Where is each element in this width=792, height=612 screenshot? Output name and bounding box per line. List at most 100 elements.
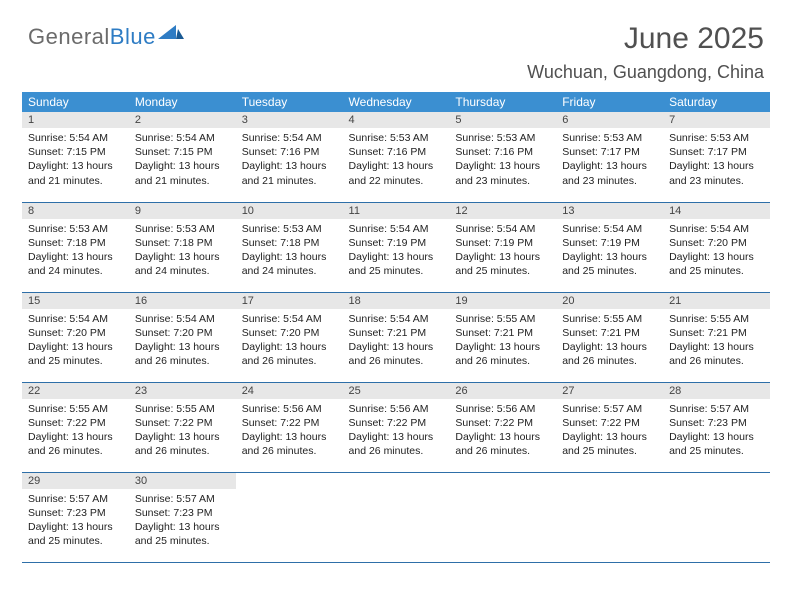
calendar-cell: 14Sunrise: 5:54 AMSunset: 7:20 PMDayligh…	[663, 202, 770, 292]
logo-text-blue: Blue	[110, 24, 156, 49]
weekday-header: Tuesday	[236, 92, 343, 112]
daylight-line: Daylight: 13 hours and 22 minutes.	[349, 159, 444, 187]
sunset-line: Sunset: 7:21 PM	[455, 326, 550, 340]
calendar-cell: 1Sunrise: 5:54 AMSunset: 7:15 PMDaylight…	[22, 112, 129, 202]
daylight-line: Daylight: 13 hours and 23 minutes.	[455, 159, 550, 187]
sunset-line: Sunset: 7:15 PM	[135, 145, 230, 159]
sunset-line: Sunset: 7:19 PM	[562, 236, 657, 250]
calendar-row: 8Sunrise: 5:53 AMSunset: 7:18 PMDaylight…	[22, 202, 770, 292]
daylight-line: Daylight: 13 hours and 26 minutes.	[135, 430, 230, 458]
calendar-cell	[663, 472, 770, 562]
day-number: 15	[22, 293, 129, 309]
daylight-line: Daylight: 13 hours and 23 minutes.	[562, 159, 657, 187]
day-number: 17	[236, 293, 343, 309]
calendar-cell: 18Sunrise: 5:54 AMSunset: 7:21 PMDayligh…	[343, 292, 450, 382]
sunset-line: Sunset: 7:17 PM	[562, 145, 657, 159]
day-info: Sunrise: 5:54 AMSunset: 7:15 PMDaylight:…	[129, 128, 236, 192]
sunrise-line: Sunrise: 5:54 AM	[242, 312, 337, 326]
day-number: 4	[343, 112, 450, 128]
calendar-cell: 30Sunrise: 5:57 AMSunset: 7:23 PMDayligh…	[129, 472, 236, 562]
day-number: 20	[556, 293, 663, 309]
daylight-line: Daylight: 13 hours and 26 minutes.	[349, 430, 444, 458]
day-info: Sunrise: 5:53 AMSunset: 7:18 PMDaylight:…	[236, 219, 343, 283]
calendar-cell: 19Sunrise: 5:55 AMSunset: 7:21 PMDayligh…	[449, 292, 556, 382]
day-info: Sunrise: 5:54 AMSunset: 7:16 PMDaylight:…	[236, 128, 343, 192]
sunrise-line: Sunrise: 5:57 AM	[669, 402, 764, 416]
day-info: Sunrise: 5:54 AMSunset: 7:15 PMDaylight:…	[22, 128, 129, 192]
daylight-line: Daylight: 13 hours and 25 minutes.	[669, 250, 764, 278]
calendar-cell: 17Sunrise: 5:54 AMSunset: 7:20 PMDayligh…	[236, 292, 343, 382]
sunset-line: Sunset: 7:17 PM	[669, 145, 764, 159]
sunrise-line: Sunrise: 5:57 AM	[562, 402, 657, 416]
calendar-row: 22Sunrise: 5:55 AMSunset: 7:22 PMDayligh…	[22, 382, 770, 472]
calendar-cell: 28Sunrise: 5:57 AMSunset: 7:23 PMDayligh…	[663, 382, 770, 472]
sunset-line: Sunset: 7:16 PM	[455, 145, 550, 159]
sunrise-line: Sunrise: 5:56 AM	[349, 402, 444, 416]
weekday-header: Monday	[129, 92, 236, 112]
sunrise-line: Sunrise: 5:55 AM	[135, 402, 230, 416]
sunrise-line: Sunrise: 5:54 AM	[135, 131, 230, 145]
day-number: 3	[236, 112, 343, 128]
logo-text-gray: General	[28, 24, 110, 49]
sunrise-line: Sunrise: 5:54 AM	[135, 312, 230, 326]
sunset-line: Sunset: 7:20 PM	[28, 326, 123, 340]
daylight-line: Daylight: 13 hours and 26 minutes.	[349, 340, 444, 368]
calendar-table: Sunday Monday Tuesday Wednesday Thursday…	[22, 92, 770, 563]
sunrise-line: Sunrise: 5:54 AM	[455, 222, 550, 236]
daylight-line: Daylight: 13 hours and 25 minutes.	[669, 430, 764, 458]
day-info: Sunrise: 5:53 AMSunset: 7:18 PMDaylight:…	[129, 219, 236, 283]
calendar-cell	[343, 472, 450, 562]
daylight-line: Daylight: 13 hours and 26 minutes.	[28, 430, 123, 458]
sunrise-line: Sunrise: 5:55 AM	[669, 312, 764, 326]
day-number: 12	[449, 203, 556, 219]
day-number: 13	[556, 203, 663, 219]
calendar-cell: 15Sunrise: 5:54 AMSunset: 7:20 PMDayligh…	[22, 292, 129, 382]
day-info: Sunrise: 5:56 AMSunset: 7:22 PMDaylight:…	[449, 399, 556, 463]
calendar-cell	[236, 472, 343, 562]
daylight-line: Daylight: 13 hours and 24 minutes.	[28, 250, 123, 278]
calendar-cell: 6Sunrise: 5:53 AMSunset: 7:17 PMDaylight…	[556, 112, 663, 202]
day-info: Sunrise: 5:54 AMSunset: 7:20 PMDaylight:…	[129, 309, 236, 373]
sunset-line: Sunset: 7:18 PM	[28, 236, 123, 250]
logo-text: GeneralBlue	[28, 24, 156, 50]
weekday-header: Friday	[556, 92, 663, 112]
sunset-line: Sunset: 7:23 PM	[669, 416, 764, 430]
day-info: Sunrise: 5:55 AMSunset: 7:21 PMDaylight:…	[663, 309, 770, 373]
daylight-line: Daylight: 13 hours and 26 minutes.	[242, 430, 337, 458]
sunrise-line: Sunrise: 5:57 AM	[135, 492, 230, 506]
sunset-line: Sunset: 7:19 PM	[455, 236, 550, 250]
daylight-line: Daylight: 13 hours and 21 minutes.	[28, 159, 123, 187]
calendar-cell: 5Sunrise: 5:53 AMSunset: 7:16 PMDaylight…	[449, 112, 556, 202]
sunset-line: Sunset: 7:20 PM	[669, 236, 764, 250]
sunset-line: Sunset: 7:21 PM	[562, 326, 657, 340]
page-title: June 2025	[624, 22, 764, 56]
day-number: 29	[22, 473, 129, 489]
sunrise-line: Sunrise: 5:55 AM	[562, 312, 657, 326]
sunset-line: Sunset: 7:16 PM	[349, 145, 444, 159]
day-number: 8	[22, 203, 129, 219]
logo-triangle-icon	[158, 23, 184, 44]
calendar-cell: 24Sunrise: 5:56 AMSunset: 7:22 PMDayligh…	[236, 382, 343, 472]
daylight-line: Daylight: 13 hours and 24 minutes.	[242, 250, 337, 278]
weekday-header: Wednesday	[343, 92, 450, 112]
calendar-cell: 10Sunrise: 5:53 AMSunset: 7:18 PMDayligh…	[236, 202, 343, 292]
daylight-line: Daylight: 13 hours and 26 minutes.	[455, 430, 550, 458]
day-info: Sunrise: 5:54 AMSunset: 7:19 PMDaylight:…	[449, 219, 556, 283]
calendar-cell	[556, 472, 663, 562]
sunset-line: Sunset: 7:22 PM	[242, 416, 337, 430]
day-number: 11	[343, 203, 450, 219]
calendar-cell: 11Sunrise: 5:54 AMSunset: 7:19 PMDayligh…	[343, 202, 450, 292]
sunrise-line: Sunrise: 5:54 AM	[669, 222, 764, 236]
weekday-header: Thursday	[449, 92, 556, 112]
day-number: 30	[129, 473, 236, 489]
calendar-cell: 21Sunrise: 5:55 AMSunset: 7:21 PMDayligh…	[663, 292, 770, 382]
sunset-line: Sunset: 7:22 PM	[135, 416, 230, 430]
daylight-line: Daylight: 13 hours and 26 minutes.	[455, 340, 550, 368]
calendar-cell: 27Sunrise: 5:57 AMSunset: 7:22 PMDayligh…	[556, 382, 663, 472]
calendar-cell: 29Sunrise: 5:57 AMSunset: 7:23 PMDayligh…	[22, 472, 129, 562]
daylight-line: Daylight: 13 hours and 21 minutes.	[242, 159, 337, 187]
day-info: Sunrise: 5:54 AMSunset: 7:21 PMDaylight:…	[343, 309, 450, 373]
day-info: Sunrise: 5:54 AMSunset: 7:19 PMDaylight:…	[556, 219, 663, 283]
sunrise-line: Sunrise: 5:55 AM	[28, 402, 123, 416]
sunset-line: Sunset: 7:22 PM	[349, 416, 444, 430]
